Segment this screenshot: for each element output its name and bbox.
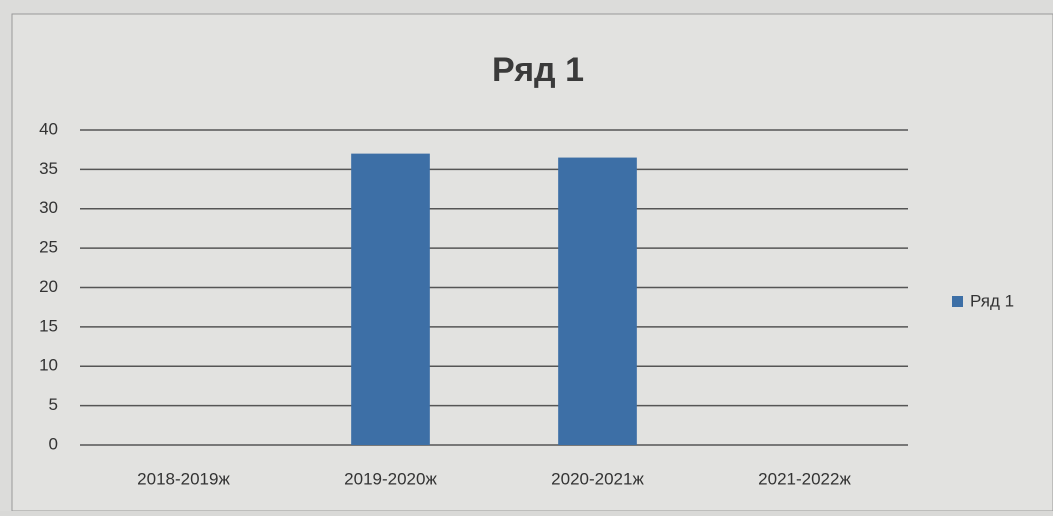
y-tick-label: 15 <box>39 316 58 335</box>
y-tick-label: 25 <box>39 238 58 257</box>
y-tick-label: 30 <box>39 198 58 217</box>
bar <box>558 157 637 445</box>
chart-frame <box>11 13 1053 512</box>
y-tick-label: 35 <box>39 159 58 178</box>
y-tick-label: 0 <box>49 434 58 453</box>
y-tick-label: 40 <box>39 119 58 138</box>
legend-swatch <box>952 296 963 307</box>
y-tick-label: 5 <box>49 395 58 414</box>
x-tick-label: 2019-2020ж <box>344 469 437 488</box>
bar <box>351 153 430 445</box>
y-tick-label: 10 <box>39 356 58 375</box>
legend-label: Ряд 1 <box>970 291 1014 310</box>
x-tick-label: 2020-2021ж <box>551 469 644 488</box>
x-tick-label: 2018-2019ж <box>137 469 230 488</box>
y-tick-label: 20 <box>39 277 58 296</box>
chart-title: Ряд 1 <box>492 51 584 89</box>
x-tick-label: 2021-2022ж <box>758 469 851 488</box>
